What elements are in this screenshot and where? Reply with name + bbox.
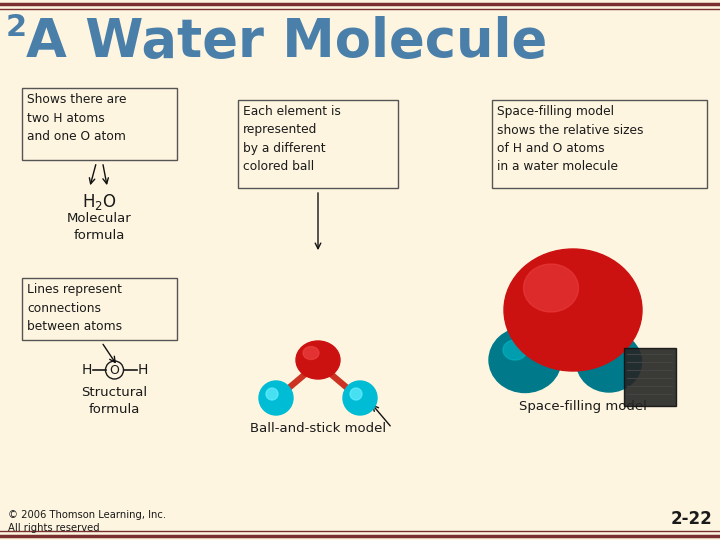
FancyBboxPatch shape <box>492 100 707 188</box>
Ellipse shape <box>503 340 527 360</box>
Ellipse shape <box>296 341 340 379</box>
FancyBboxPatch shape <box>624 348 676 406</box>
Text: H: H <box>81 363 91 377</box>
FancyBboxPatch shape <box>238 100 398 188</box>
Ellipse shape <box>588 343 610 361</box>
Text: © 2006 Thomson Learning, Inc.
All rights reserved: © 2006 Thomson Learning, Inc. All rights… <box>8 510 166 533</box>
Text: O: O <box>109 363 120 376</box>
Ellipse shape <box>303 347 319 360</box>
Circle shape <box>259 381 293 415</box>
FancyBboxPatch shape <box>22 278 177 340</box>
Text: Shows there are
two H atoms
and one O atom: Shows there are two H atoms and one O at… <box>27 93 127 143</box>
Text: Space-filling model
shows the relative sizes
of H and O atoms
in a water molecul: Space-filling model shows the relative s… <box>497 105 644 173</box>
Text: 2-22: 2-22 <box>670 510 712 528</box>
Text: Space-filling model: Space-filling model <box>519 400 647 413</box>
Text: H$_2$O: H$_2$O <box>82 192 117 212</box>
Ellipse shape <box>504 249 642 371</box>
Text: Structural
formula: Structural formula <box>81 386 148 416</box>
Text: 2: 2 <box>6 13 27 42</box>
Circle shape <box>350 388 362 400</box>
Text: H: H <box>138 363 148 377</box>
Circle shape <box>266 388 278 400</box>
Text: Ball-and-stick model: Ball-and-stick model <box>250 422 386 435</box>
Text: Molecular
formula: Molecular formula <box>67 212 132 242</box>
Text: Each element is
represented
by a different
colored ball: Each element is represented by a differe… <box>243 105 341 173</box>
Text: Lines represent
connections
between atoms: Lines represent connections between atom… <box>27 283 122 333</box>
FancyBboxPatch shape <box>22 88 177 160</box>
Ellipse shape <box>523 264 578 312</box>
Text: A Water Molecule: A Water Molecule <box>26 16 547 68</box>
Circle shape <box>343 381 377 415</box>
Ellipse shape <box>577 332 642 392</box>
Ellipse shape <box>489 327 561 393</box>
